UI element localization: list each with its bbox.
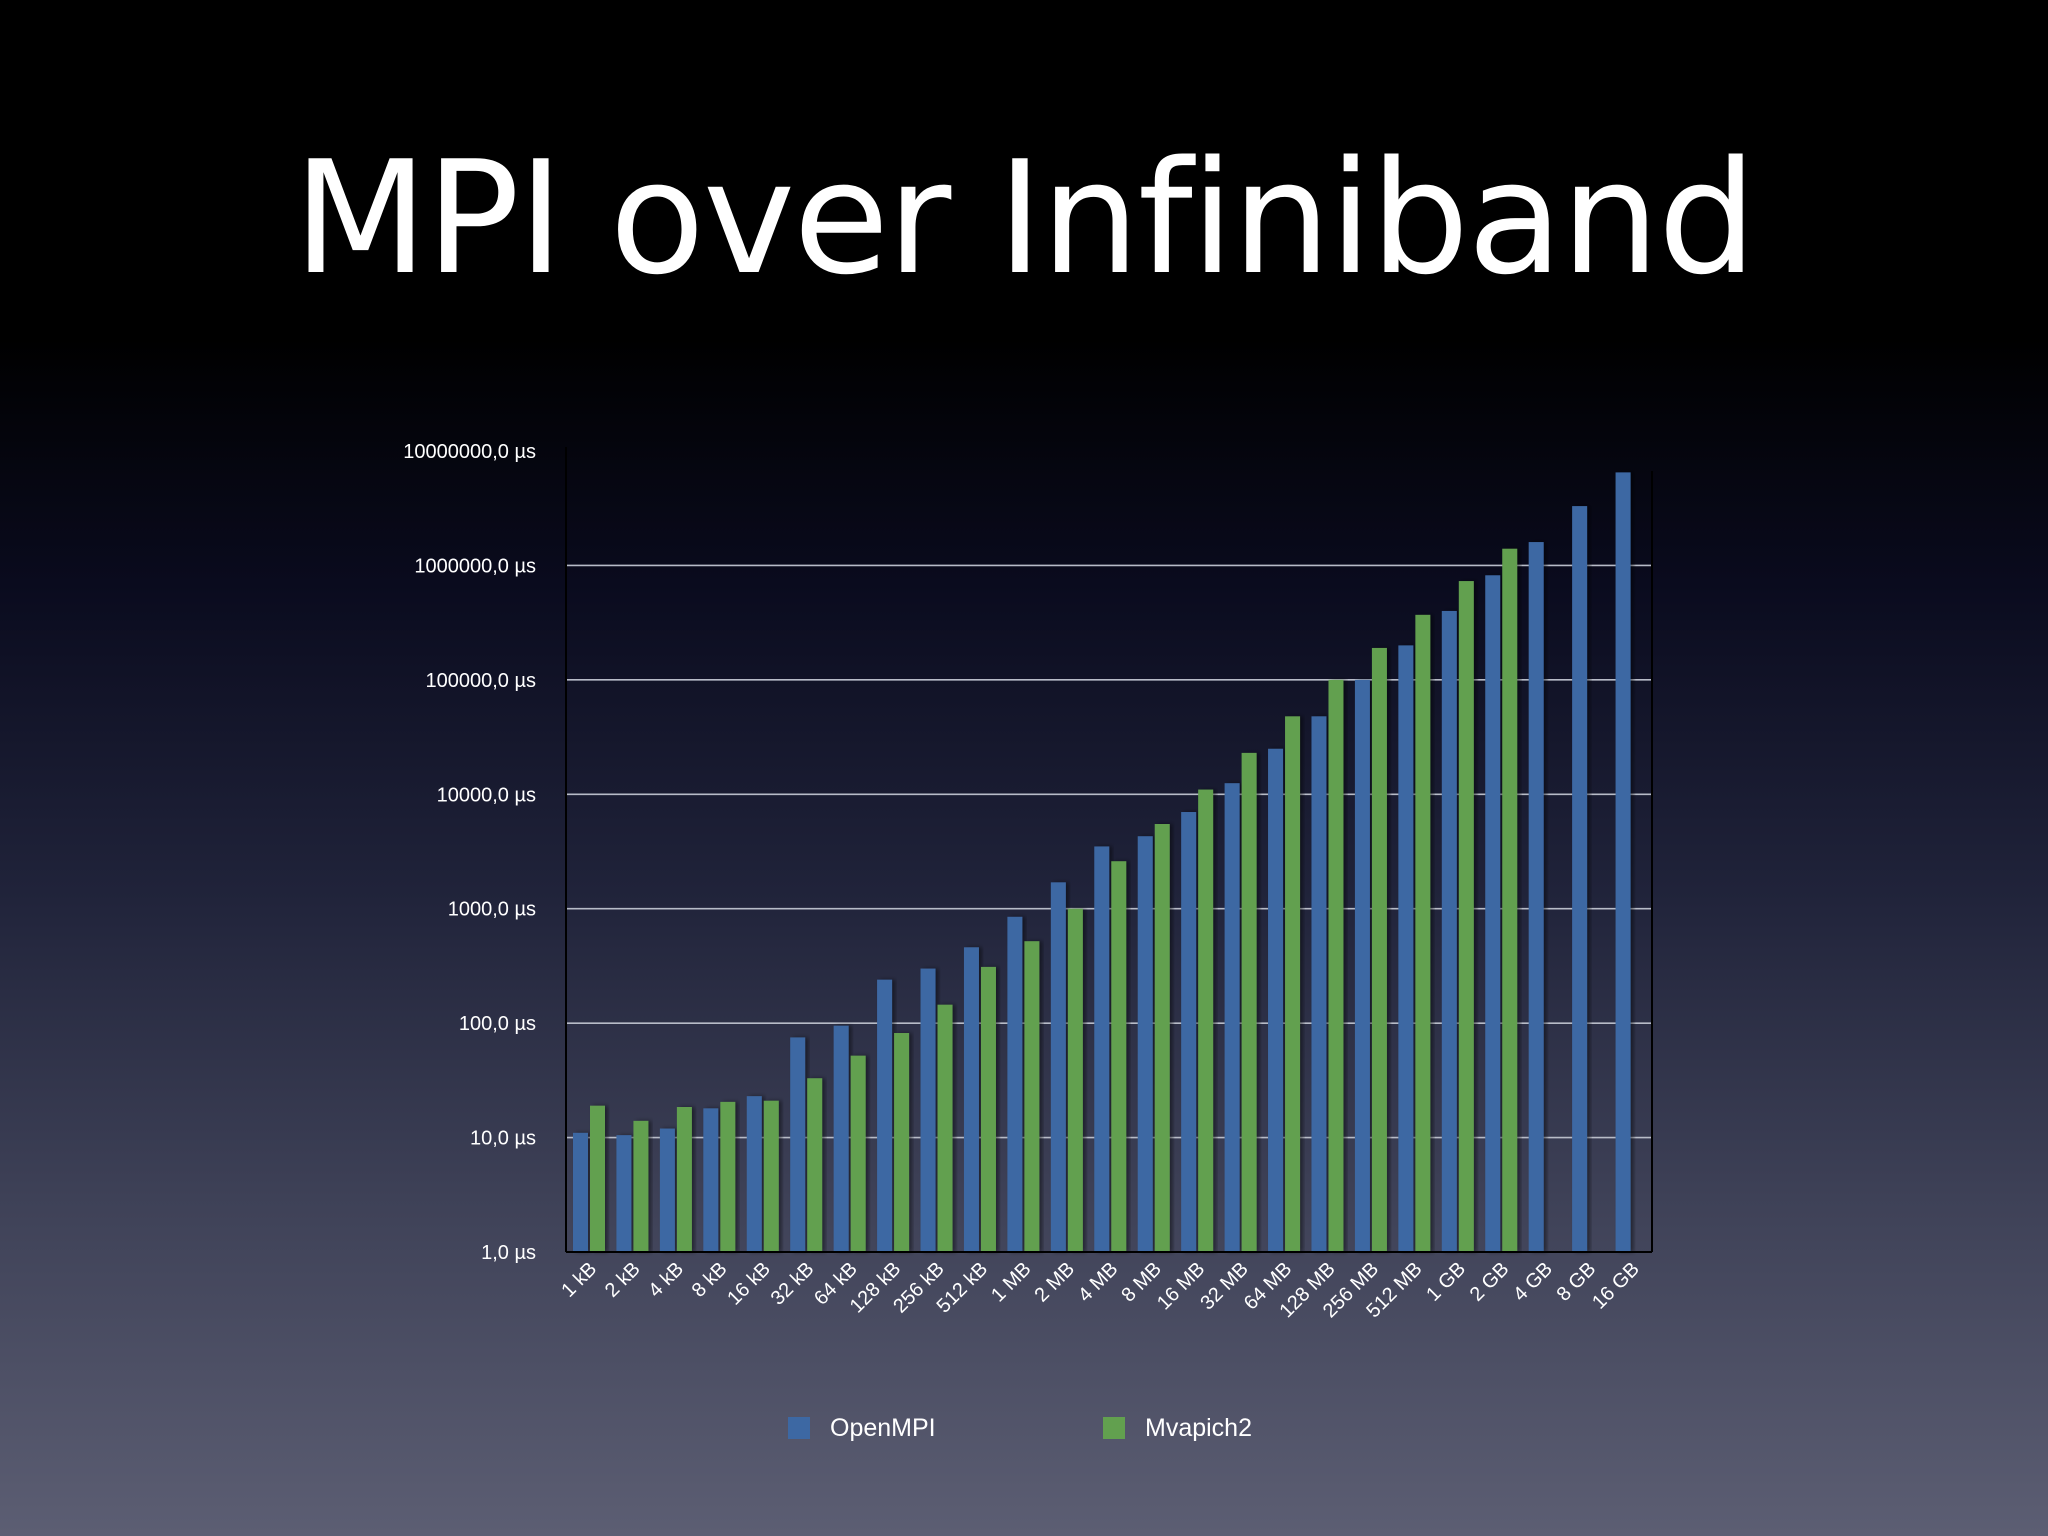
bar-mvapich2-16kb: [763, 1100, 779, 1252]
bar-mvapich2-256kb: [937, 1004, 953, 1252]
bar-mvapich2-8kb: [720, 1101, 736, 1252]
bar-mvapich2-2mb: [1067, 908, 1083, 1252]
bar-openmpi-128kb: [877, 979, 893, 1252]
y-tick-label: 1,0 µs: [481, 1242, 536, 1264]
bar-openmpi-1kb: [573, 1132, 588, 1252]
bar-openmpi-16mb: [1181, 812, 1197, 1252]
x-tick-label: 1 kB: [557, 1258, 601, 1302]
x-tick-label: 16 MB: [1153, 1258, 1209, 1314]
bar-mvapich2-64mb: [1285, 716, 1301, 1252]
x-tick-label: 16 GB: [1588, 1258, 1644, 1314]
bar-openmpi-128mb: [1311, 716, 1327, 1252]
y-tick-label: 10000000,0 µs: [403, 441, 536, 463]
bar-openmpi-8kb: [703, 1108, 719, 1252]
bar-mvapich2-32mb: [1241, 752, 1257, 1252]
bar-openmpi-256mb: [1354, 679, 1370, 1252]
bar-openmpi-2gb: [1485, 575, 1501, 1252]
bar-mvapich2-512kb: [980, 966, 996, 1252]
x-tick-label: 1 MB: [987, 1258, 1036, 1307]
x-tick-label: 32 MB: [1196, 1258, 1252, 1314]
legend: OpenMPI Mvapich2: [0, 1408, 2048, 1448]
x-tick-label: 1 GB: [1422, 1258, 1470, 1306]
y-tick-label: 1000000,0 µs: [414, 555, 536, 577]
bar-openmpi-16kb: [746, 1096, 762, 1252]
bar-openmpi-4gb: [1528, 542, 1544, 1252]
bar-openmpi-256kb: [920, 968, 936, 1252]
x-tick-label: 2 kB: [601, 1258, 645, 1302]
bar-openmpi-32kb: [790, 1037, 806, 1252]
x-tick-label: 32 kB: [767, 1258, 819, 1310]
bar-mvapich2-1mb: [1024, 941, 1040, 1252]
bar-openmpi-16gb: [1615, 472, 1631, 1252]
bar-mvapich2-4mb: [1111, 861, 1127, 1252]
x-tick-label: 2 MB: [1031, 1258, 1080, 1307]
legend-label-mvapich2: Mvapich2: [1145, 1413, 1252, 1442]
x-tick-label: 4 GB: [1509, 1258, 1557, 1306]
x-tick-label: 16 kB: [723, 1258, 775, 1310]
legend-swatch-mvapich2: [1103, 1417, 1125, 1439]
bar-openmpi-8gb: [1572, 506, 1588, 1252]
bar-mvapich2-1kb: [590, 1105, 605, 1252]
y-tick-label: 1000,0 µs: [448, 899, 536, 921]
bar-openmpi-64mb: [1268, 748, 1284, 1252]
x-tick-label: 4 kB: [644, 1258, 688, 1302]
bar-mvapich2-32kb: [807, 1078, 823, 1252]
x-tick-label: 2 GB: [1466, 1258, 1514, 1306]
bar-openmpi-1mb: [1007, 916, 1023, 1252]
slide-title: MPI over Infiniband: [293, 127, 1757, 309]
legend-label-openmpi: OpenMPI: [830, 1413, 936, 1442]
y-tick-label: 10000,0 µs: [437, 784, 536, 806]
x-tick-label: 4 MB: [1074, 1258, 1123, 1307]
bar-mvapich2-2gb: [1502, 548, 1518, 1252]
bar-openmpi-32mb: [1224, 783, 1240, 1252]
bars: [573, 472, 1631, 1252]
bar-openmpi-64kb: [833, 1025, 849, 1252]
bar-mvapich2-4kb: [676, 1106, 692, 1252]
bar-openmpi-4mb: [1094, 846, 1110, 1252]
bar-openmpi-1gb: [1441, 610, 1457, 1252]
bar-chart: 1,0 µs 10,0 µs 100,0 µs 1000,0 µs 10000,0 µs…: [403, 441, 1653, 1322]
bar-mvapich2-256mb: [1371, 647, 1387, 1252]
bar-openmpi-4kb: [659, 1128, 675, 1252]
bar-openmpi-8mb: [1137, 836, 1153, 1252]
y-tick-label: 100000,0 µs: [426, 670, 537, 692]
y-tick-label: 100,0 µs: [459, 1013, 536, 1035]
bar-openmpi-2mb: [1050, 882, 1066, 1252]
bar-openmpi-2kb: [616, 1135, 632, 1252]
legend-swatch-openmpi: [788, 1417, 810, 1439]
legend-item-mvapich2: Mvapich2: [1103, 1408, 1252, 1448]
bar-mvapich2-8mb: [1154, 823, 1170, 1252]
axes: [565, 447, 1653, 1253]
bar-mvapich2-1gb: [1458, 581, 1474, 1252]
bar-mvapich2-2kb: [633, 1120, 649, 1252]
legend-item-openmpi: OpenMPI: [788, 1408, 936, 1448]
bar-mvapich2-128kb: [894, 1033, 910, 1252]
bar-mvapich2-64kb: [850, 1055, 866, 1252]
bar-openmpi-512kb: [963, 947, 979, 1252]
y-tick-labels: 1,0 µs 10,0 µs 100,0 µs 1000,0 µs 10000,0 µs…: [403, 441, 536, 1264]
bar-openmpi-512mb: [1398, 645, 1414, 1252]
y-tick-label: 10,0 µs: [470, 1128, 536, 1150]
bar-mvapich2-512mb: [1415, 614, 1431, 1252]
bar-mvapich2-16mb: [1198, 789, 1214, 1252]
bar-mvapich2-128mb: [1328, 679, 1344, 1252]
